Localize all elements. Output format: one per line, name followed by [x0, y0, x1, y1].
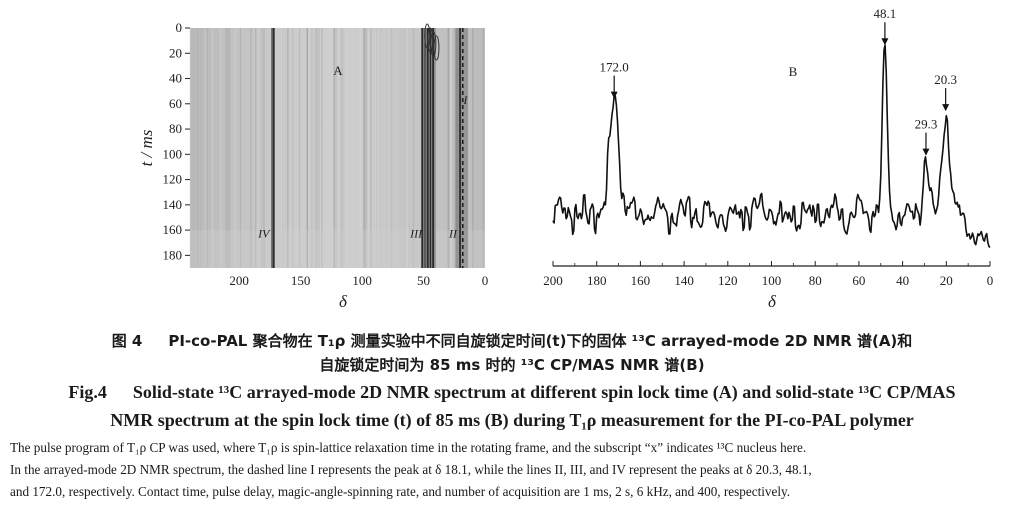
panel-a-y-tick-label: 60 [169, 96, 182, 111]
caption-en-figure-number: Fig.4 [68, 382, 107, 402]
panel-a-x-tick-label: 50 [417, 273, 430, 288]
panel-b-peak-label: 48.1 [874, 6, 897, 21]
ridge-loop [427, 27, 434, 53]
caption-en-title-1: Solid-state ¹³C arrayed-mode 2D NMR spec… [132, 382, 956, 402]
panel-a-ridges [271, 23, 468, 268]
panel-b-label: B [789, 64, 798, 79]
panel-b-x-tick-label: 20 [940, 273, 953, 288]
caption-en-line-2: NMR spectrum at the spin lock time (t) o… [110, 410, 914, 430]
ridge-loop [433, 35, 440, 61]
panel-b-peak-arrowhead [610, 91, 618, 99]
panel-a-y-tick-label: 160 [163, 222, 183, 237]
panel-a-y-tick-label: 20 [169, 45, 182, 60]
panel-a-x-tick-label: 0 [482, 273, 489, 288]
panel-a-y-tick-label: 100 [163, 146, 183, 161]
texture-band [190, 230, 485, 268]
panel-b-x-axis-title: δ [768, 292, 777, 311]
panel-a-x-ticks: 200 150 100 50 0 [229, 273, 488, 288]
ridge-loop [424, 23, 431, 49]
panel-a-x-axis-title: δ [339, 292, 348, 311]
caption-cn-line-1: 图 4 PI-co-PAL 聚合物在 T₁ρ 测量实验中不同自旋锁定时间(t)下的… [0, 330, 1024, 351]
panel-a-y-tick-label: 0 [176, 20, 183, 35]
panel-b-peak-arrowhead [881, 38, 889, 46]
panel-b-peak-label: 172.0 [600, 60, 629, 75]
caption-cn-line-2: 自旋锁定时间为 85 ms 时的 ¹³C CP/MAS NMR 谱(B) [319, 356, 705, 374]
panel-a-line-label: II [448, 227, 458, 241]
panel-a-line-label: I [462, 93, 468, 107]
panel-b-x-tick-label: 140 [674, 273, 694, 288]
panel-b-x-tick-label: 100 [762, 273, 782, 288]
panel-a-line-label: III [409, 227, 423, 241]
ridge-loop [430, 31, 437, 57]
panel-b-peak-label: 20.3 [934, 72, 957, 87]
panel-a-y-tick-label: 120 [163, 172, 183, 187]
caption-note-1: The pulse program of T₁ρ CP was used, wh… [10, 440, 807, 455]
caption-note-2: In the arrayed-mode 2D NMR spectrum, the… [10, 462, 812, 477]
panel-b-spectrum-line [552, 44, 991, 249]
panel-b-x-tick-label: 180 [587, 273, 607, 288]
panel-a-x-tick-label: 100 [352, 273, 372, 288]
panel-a-line-label: IV [257, 227, 271, 241]
panel-b-cp-mas-spectrum: 200 180 160 140 120 100 80 60 40 20 0 172.048.129.… [543, 6, 993, 311]
panel-b-x-tick-label: 40 [896, 273, 909, 288]
panel-a-label: A [333, 63, 343, 78]
panel-a-y-tick-label: 180 [163, 247, 183, 262]
panel-a-x-tick-label: 200 [229, 273, 249, 288]
panel-b-x-tick-label: 80 [809, 273, 822, 288]
panel-a-y-ticks: 0 20 40 60 80 100 120 140 160 180 [163, 20, 190, 262]
panel-b-x-tick-label: 160 [631, 273, 651, 288]
panel-b-peak-labels: 172.0 48.1 29.3 20.3 [600, 6, 957, 156]
panel-b-x-tick-label: 120 [718, 273, 738, 288]
panel-b-x-ticks: 200 180 160 140 120 100 80 60 40 20 0 [543, 261, 993, 288]
panel-b-peak-arrowhead [942, 104, 950, 112]
panel-a-y-tick-label: 80 [169, 121, 182, 136]
ridge-region-ii [455, 28, 468, 268]
panel-a-y-tick-label: 140 [163, 197, 183, 212]
caption-cn-figure-number: 图 4 [111, 332, 143, 350]
panel-b-x-tick-label: 0 [987, 273, 994, 288]
caption-en-line-1: Fig.4 Solid-state ¹³C arrayed-mode 2D NMR… [0, 382, 1024, 403]
panel-b-x-tick-label: 200 [543, 273, 563, 288]
caption-cn-title-1: PI-co-PAL 聚合物在 T₁ρ 测量实验中不同自旋锁定时间(t)下的固体 … [168, 332, 913, 350]
panel-a-y-tick-label: 40 [169, 71, 182, 86]
panel-a-y-axis-title: t / ms [137, 129, 156, 166]
panel-b-peak-label: 29.3 [915, 117, 938, 132]
panel-b-x-tick-label: 60 [852, 273, 865, 288]
panel-a-x-tick-label: 150 [291, 273, 311, 288]
caption-note-3: and 172.0, respectively. Contact time, p… [10, 484, 791, 499]
panel-b-peak-arrowhead [922, 148, 930, 156]
